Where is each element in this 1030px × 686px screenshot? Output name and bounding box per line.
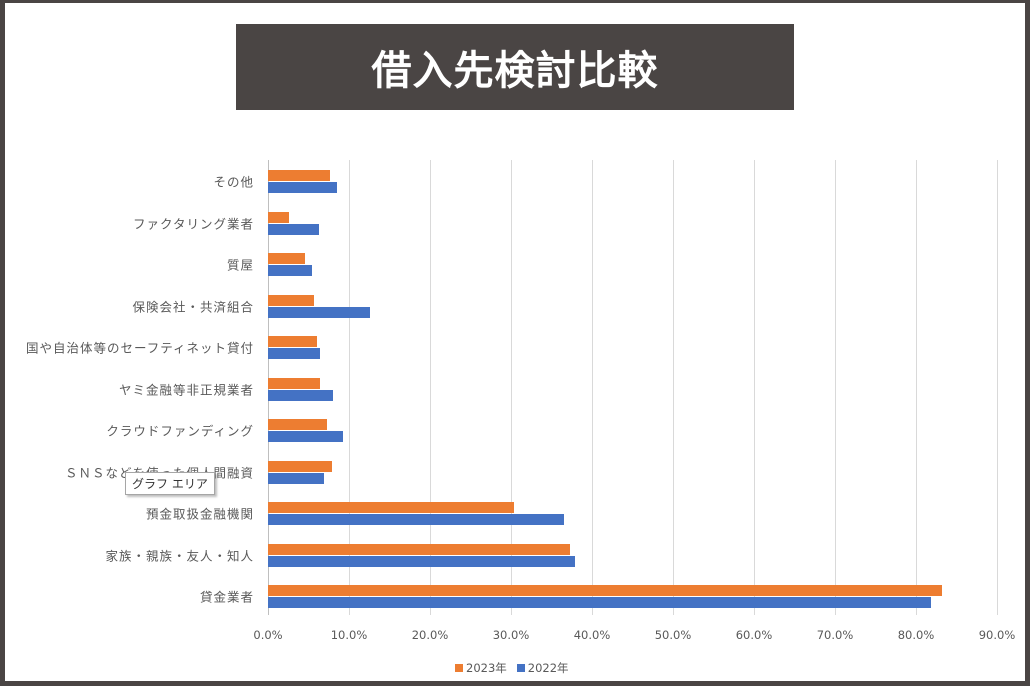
category-label: クラウドファンディング	[106, 423, 254, 439]
bar-2022[interactable]	[268, 431, 344, 442]
bar-2022[interactable]	[268, 514, 564, 525]
gridline	[430, 160, 431, 615]
gridline	[835, 160, 836, 615]
gridline	[511, 160, 512, 615]
bar-2022[interactable]	[268, 265, 312, 276]
bar-2023[interactable]	[268, 253, 306, 264]
title-banner: 借入先検討比較	[236, 24, 794, 110]
x-tick-label: 80.0%	[897, 628, 935, 642]
category-label: 保険会社・共済組合	[132, 299, 254, 314]
bar-2022[interactable]	[268, 348, 320, 359]
category-label: 国や自治体等のセーフティネット貸付	[25, 340, 254, 356]
bar-2023[interactable]	[268, 336, 317, 347]
bar-2022[interactable]	[268, 555, 575, 567]
bar-2023[interactable]	[268, 294, 315, 306]
legend-label: 2023年	[466, 661, 507, 675]
x-tick-label: 0.0%	[253, 628, 283, 642]
bar-2022[interactable]	[268, 223, 320, 235]
chart-area-tooltip: グラフ エリア	[125, 472, 215, 495]
x-tick-label: 20.0%	[411, 628, 449, 642]
bar-2022[interactable]	[268, 597, 932, 608]
category-label: 質屋	[226, 257, 254, 273]
chart-legend: 2023年 2022年	[455, 660, 569, 676]
x-tick-label: 70.0%	[816, 628, 854, 642]
category-label: ヤミ金融等非正規業者	[118, 382, 254, 397]
legend-swatch	[516, 664, 525, 672]
gridline	[592, 160, 593, 615]
x-tick-label: 10.0%	[330, 628, 368, 642]
chart-title: 借入先検討比較	[371, 48, 659, 94]
gridline	[754, 160, 755, 615]
bar-2023[interactable]	[268, 585, 942, 596]
category-label: ファクタリング業者	[132, 216, 254, 231]
bar-2023[interactable]	[268, 377, 320, 389]
x-tick-label: 40.0%	[573, 628, 611, 642]
bar-2023[interactable]	[268, 460, 332, 472]
legend-label: 2022年	[527, 661, 569, 675]
category-label: 家族・親族・友人・知人	[105, 548, 254, 563]
category-label: その他	[213, 174, 254, 190]
x-tick-label: 90.0%	[978, 628, 1016, 642]
bar-2023[interactable]	[268, 211, 290, 223]
bar-2022[interactable]	[268, 472, 324, 484]
gridline	[349, 160, 350, 615]
bar-2023[interactable]	[268, 170, 331, 181]
bar-2022[interactable]	[268, 306, 371, 318]
bar-2023[interactable]	[268, 419, 328, 430]
category-label: 預金取扱金融機関	[145, 506, 254, 522]
x-tick-label: 60.0%	[735, 628, 773, 642]
bar-2022[interactable]	[268, 182, 337, 193]
x-tick-label: 50.0%	[654, 628, 692, 642]
gridline	[916, 160, 917, 615]
chart-canvas	[5, 3, 1025, 681]
bar-2023[interactable]	[268, 502, 515, 513]
gridline	[673, 160, 674, 615]
legend-item[interactable]: 2022年	[516, 660, 569, 676]
gridline	[997, 160, 998, 615]
x-tick-label: 30.0%	[492, 628, 530, 642]
legend-swatch	[455, 664, 463, 672]
legend-item[interactable]: 2023年	[455, 660, 507, 676]
category-label: 貸金業者	[199, 589, 254, 605]
bar-2023[interactable]	[268, 543, 571, 555]
bar-2022[interactable]	[268, 389, 333, 401]
